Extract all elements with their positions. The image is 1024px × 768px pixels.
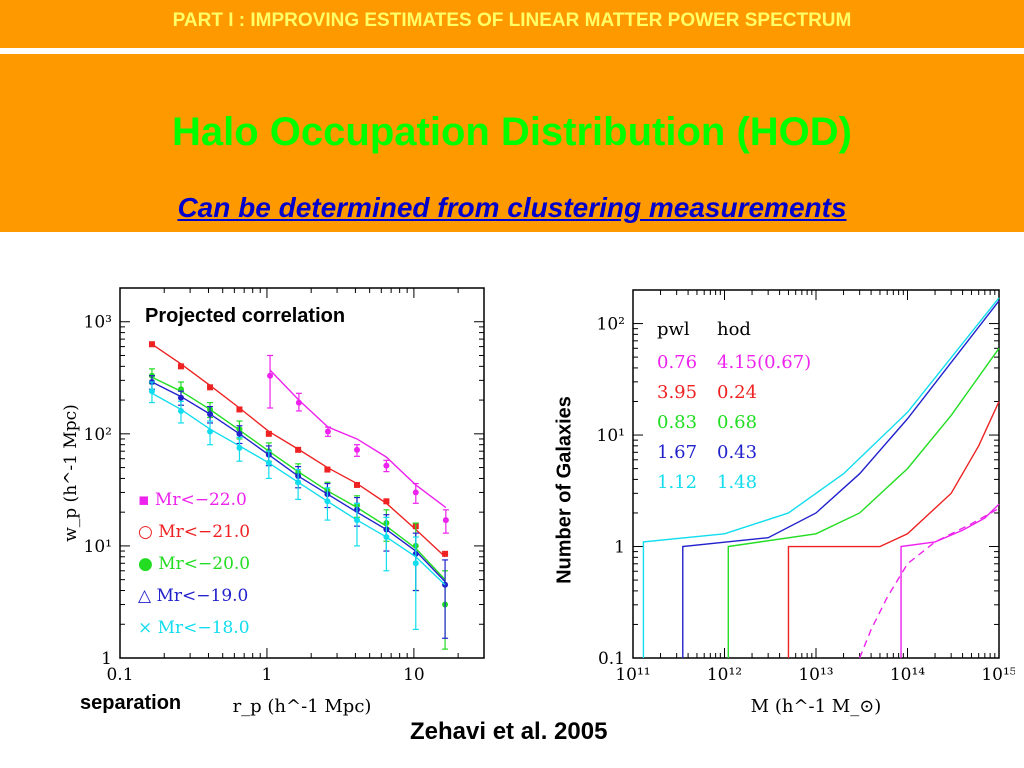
left-plot-label: Projected correlation: [145, 305, 346, 327]
data-point: [353, 481, 360, 488]
x-tick-label: 10¹³: [798, 665, 833, 685]
hod-galaxy-number-chart: 10¹¹ 10¹² 10¹³ 10¹⁴ 10¹⁵ 0.1 1 10¹ 10² M (h^-1 M_…: [597, 289, 1015, 717]
x-tick-label: 10¹²: [707, 665, 742, 685]
y-tick-label: 10¹: [84, 537, 112, 557]
data-point: [148, 341, 155, 348]
occupation-curve-3: [682, 300, 1000, 658]
divider-line: [0, 48, 1024, 54]
legend-pwl-value: 3.95: [657, 382, 697, 403]
data-point: [295, 479, 302, 486]
citation: Zehavi et al. 2005: [410, 718, 608, 745]
data-point: [265, 430, 272, 437]
data-point: [383, 498, 390, 505]
legend-entry: ○ Mr<−21.0: [138, 522, 250, 542]
legend-hod-value: 1.48: [717, 472, 757, 493]
occupation-curve-1: [787, 401, 1000, 658]
data-point: [412, 560, 419, 567]
page-title: Halo Occupation Distribution (HOD): [172, 110, 852, 154]
data-point: [265, 459, 272, 466]
occupation-curve-4: [642, 297, 1000, 658]
legend-hod-value: 0.43: [717, 442, 757, 463]
y-tick-label: 10¹: [597, 426, 625, 446]
occupation-curve-0: [900, 503, 1000, 658]
legend-hod-value: 0.68: [717, 412, 757, 433]
top-band: [0, 0, 1024, 48]
data-point: [353, 446, 360, 453]
y-axis-label: w_p (h^-1 Mpc): [61, 404, 81, 542]
data-point: [383, 462, 390, 469]
x-axis-label: r_p (h^-1 Mpc): [233, 696, 372, 717]
legend-pwl-value: 0.76: [657, 352, 697, 373]
x-tick-label: 10¹⁴: [890, 665, 925, 685]
legend-header-pwl: pwl: [657, 319, 690, 340]
y-tick-label: 1: [614, 538, 625, 558]
data-point: [412, 489, 419, 496]
data-point: [267, 372, 274, 379]
data-point: [442, 550, 449, 557]
data-point: [177, 394, 184, 401]
data-point: [383, 534, 390, 541]
legend-pwl-value: 1.67: [657, 442, 697, 463]
x-tick-label: 10¹⁵: [981, 665, 1015, 685]
occupation-curve-5: [859, 507, 1000, 659]
legend-hod-value: 0.24: [717, 382, 757, 403]
y-tick-label: 10²: [84, 425, 112, 445]
x-tick-label: 10¹¹: [615, 665, 650, 685]
data-point: [177, 407, 184, 414]
legend-entry: ● Mr<−20.0: [138, 554, 250, 574]
legend-pwl-value: 1.12: [657, 472, 697, 493]
data-point: [295, 399, 302, 406]
data-point: [177, 363, 184, 370]
y-tick-label: 10³: [84, 313, 112, 333]
legend-hod-value: 4.15(0.67): [717, 352, 811, 373]
legend-entry: ▪ Mr<−22.0: [138, 490, 247, 510]
data-point: [236, 406, 243, 413]
data-point: [324, 428, 331, 435]
right-ylabel: Number of Galaxies: [553, 396, 576, 584]
x-tick-label: 10: [403, 665, 425, 685]
legend-entry: × Mr<−18.0: [138, 618, 250, 638]
data-point: [236, 430, 243, 437]
legend-header-hod: hod: [717, 319, 751, 340]
data-point: [148, 388, 155, 395]
data-point: [353, 517, 360, 524]
title-band: [0, 54, 1024, 232]
data-point: [324, 498, 331, 505]
x-tick-label: 1: [262, 665, 273, 685]
data-point: [442, 517, 449, 524]
plot-frame: [119, 287, 485, 659]
data-point: [236, 444, 243, 451]
data-point: [324, 466, 331, 473]
data-point: [295, 446, 302, 453]
legend-pwl-value: 0.83: [657, 412, 697, 433]
page-subtitle: Can be determined from clustering measur…: [177, 192, 847, 223]
y-tick-label: 0.1: [598, 649, 625, 669]
separation-label: separation: [80, 692, 182, 714]
data-point: [207, 384, 214, 391]
y-tick-label: 10²: [597, 315, 625, 335]
part-title: PART I : IMPROVING ESTIMATES OF LINEAR M…: [172, 10, 852, 31]
x-tick-label: 0.1: [106, 665, 133, 685]
legend-entry: △ Mr<−19.0: [138, 586, 248, 606]
x-axis-label: M (h^-1 M_⊙): [751, 696, 882, 717]
data-point: [207, 428, 214, 435]
data-point: [207, 411, 214, 418]
y-tick-label: 1: [101, 649, 112, 669]
occupation-curve-2: [727, 347, 1000, 658]
